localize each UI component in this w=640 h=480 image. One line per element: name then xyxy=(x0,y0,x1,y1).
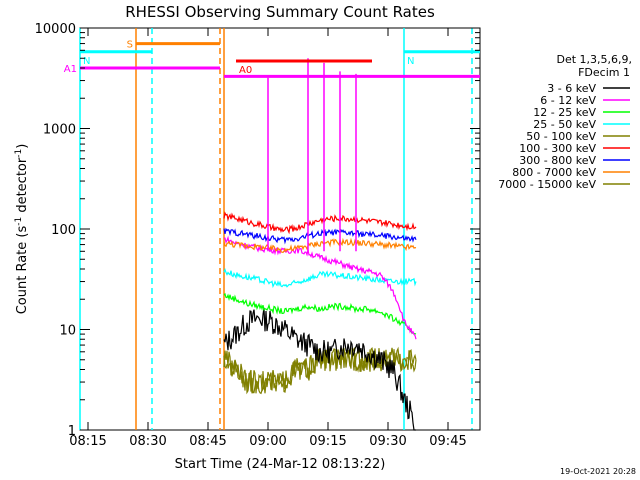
series-line-1 xyxy=(223,235,417,340)
legend-label-3: 25 - 50 keV xyxy=(533,118,596,131)
date-stamp: 19-Oct-2021 20:28 xyxy=(560,467,636,476)
x-tick-label-0: 08:15 xyxy=(69,434,106,449)
x-axis-label: Start Time (24-Mar-12 08:13:22) xyxy=(175,457,386,472)
legend-label-6: 300 - 800 keV xyxy=(519,154,596,167)
x-tick-label-5: 09:30 xyxy=(369,434,406,449)
series-line-2 xyxy=(223,292,417,335)
flag-label-4: A1 xyxy=(64,64,77,75)
flag-label-2: N xyxy=(407,56,414,67)
y-tick-label-3: 1000 xyxy=(43,123,76,138)
y-tick-label-2: 100 xyxy=(51,223,76,238)
legend-header-line1: Det 1,3,5,6,9, xyxy=(556,53,632,66)
flag-label-3: A0 xyxy=(239,65,252,76)
legend-header-line2: FDecim 1 xyxy=(578,66,630,79)
series-line-7 xyxy=(223,237,417,254)
legend-label-8: 7000 - 15000 keV xyxy=(498,178,596,191)
series-line-6 xyxy=(223,227,417,245)
x-tick-label-6: 09:45 xyxy=(429,434,466,449)
chart-title: RHESSI Observing Summary Count Rates xyxy=(125,3,435,21)
legend-label-4: 50 - 100 keV xyxy=(526,130,596,143)
x-tick-label-2: 08:45 xyxy=(189,434,226,449)
flag-label-1: N xyxy=(83,56,90,67)
plot-area: S N N A0 A1 xyxy=(64,28,480,431)
legend-label-0: 3 - 6 keV xyxy=(547,82,596,95)
flag-label-0: S xyxy=(127,40,133,51)
legend-label-7: 800 - 7000 keV xyxy=(512,166,596,179)
y-tick-label-4: 10000 xyxy=(35,22,76,37)
legend-label-1: 6 - 12 keV xyxy=(540,94,596,107)
y-tick-label-1: 10 xyxy=(59,324,76,339)
x-tick-label-3: 09:00 xyxy=(249,434,286,449)
legend-label-2: 12 - 25 keV xyxy=(533,106,596,119)
legend-label-5: 100 - 300 keV xyxy=(519,142,596,155)
x-tick-label-1: 08:30 xyxy=(129,434,166,449)
x-axis: 08:15 08:30 08:45 09:00 09:15 09:30 09:45 xyxy=(69,28,467,449)
x-tick-label-4: 09:15 xyxy=(309,434,346,449)
series-line-5 xyxy=(223,211,417,235)
y-axis: 1 10 100 1000 10000 xyxy=(35,22,480,439)
y-tick-label-0: 1 xyxy=(68,424,76,439)
series-line-0 xyxy=(223,307,416,431)
series-line-3 xyxy=(223,267,417,289)
y-axis-label: Count Rate (s-1 detector-1) xyxy=(14,144,30,315)
